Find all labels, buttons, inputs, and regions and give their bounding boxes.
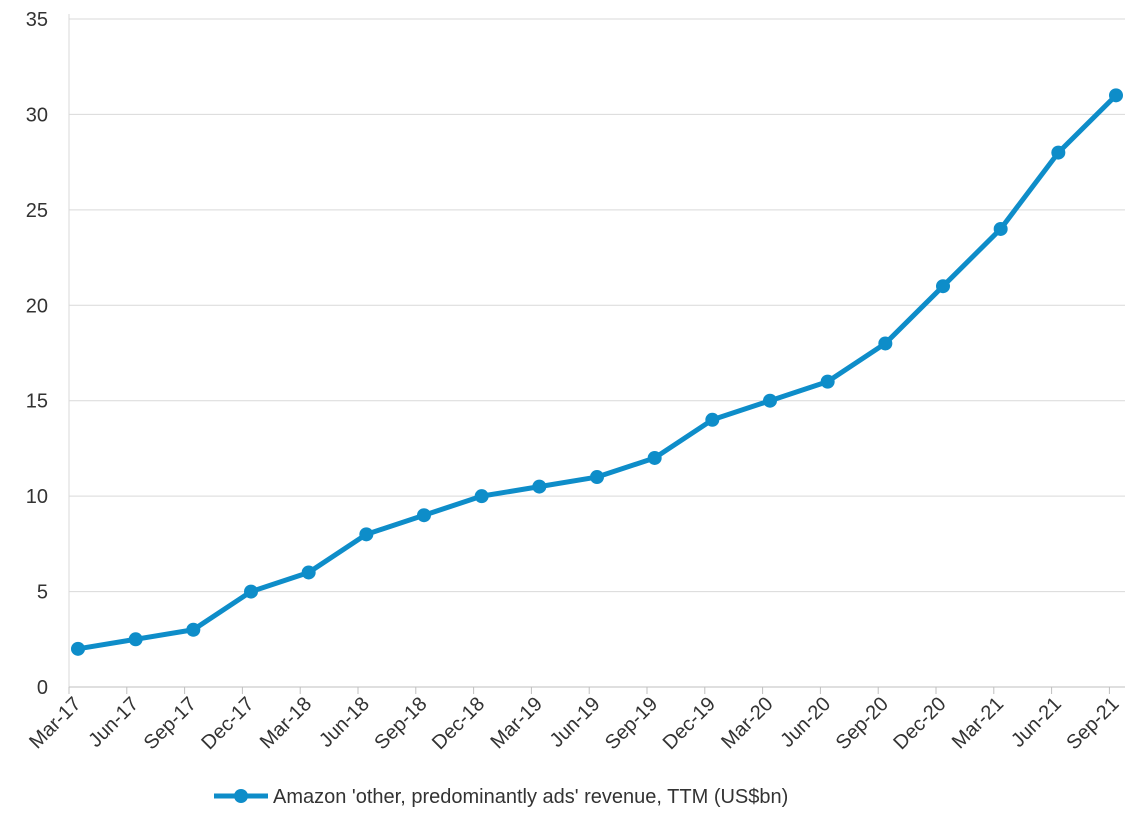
data-point (128, 632, 143, 647)
x-tick-label: Dec-17 (197, 693, 258, 754)
x-tick-label: Sep-18 (370, 693, 431, 754)
x-tick-label: Mar-19 (487, 693, 547, 753)
x-tick-label: Mar-18 (256, 693, 316, 753)
x-tick-label: Mar-17 (25, 693, 85, 753)
data-point (763, 393, 777, 408)
data-point (936, 279, 950, 294)
series-layer (71, 88, 1123, 656)
data-point (705, 412, 720, 427)
y-tick-label: 15 (26, 391, 48, 413)
y-axis-tick-labels: 0 5 10 15 20 25 30 35 (26, 9, 48, 699)
y-tick-label: 5 (37, 582, 48, 604)
data-point (1109, 88, 1123, 103)
x-tick-label: Jun-19 (546, 693, 605, 752)
x-tick-label: Jun-20 (776, 693, 835, 752)
x-tick-label: Dec-19 (659, 693, 720, 754)
x-axis-tick-labels: Mar-17Jun-17Sep-17Dec-17Mar-18Jun-18Sep-… (25, 693, 1123, 754)
legend: Amazon 'other, predominantly ads' revenu… (214, 786, 788, 808)
data-point (878, 336, 893, 351)
data-point (186, 622, 201, 637)
gridlines (68, 14, 1125, 687)
data-point (417, 508, 431, 523)
legend-label: Amazon 'other, predominantly ads' revenu… (273, 786, 788, 808)
x-axis (68, 686, 1125, 694)
data-point (359, 527, 374, 542)
x-tick-label: Mar-21 (948, 693, 1008, 753)
x-tick-label: Jun-18 (315, 693, 374, 752)
data-point (1051, 145, 1066, 160)
y-tick-label: 35 (26, 9, 48, 31)
data-point (71, 641, 85, 656)
x-tick-label: Jun-17 (84, 693, 143, 752)
y-tick-label: 10 (26, 486, 48, 508)
data-point (993, 221, 1008, 236)
x-tick-label: Dec-18 (428, 693, 489, 754)
y-tick-label: 0 (37, 677, 48, 699)
x-tick-label: Dec-20 (889, 693, 950, 754)
x-tick-label: Sep-17 (140, 693, 201, 754)
data-point (820, 374, 835, 389)
data-point (590, 470, 604, 485)
x-tick-label: Jun-21 (1007, 693, 1066, 752)
y-tick-label: 20 (26, 295, 48, 317)
x-tick-label: Mar-20 (717, 693, 777, 753)
data-point (647, 450, 662, 465)
legend-marker-icon (234, 789, 248, 803)
y-tick-label: 30 (26, 104, 48, 126)
y-tick-label: 25 (26, 200, 48, 222)
data-point (474, 489, 489, 504)
series-line (77, 93, 1118, 652)
x-tick-label: Sep-19 (601, 693, 662, 754)
data-point (301, 565, 316, 580)
data-point (532, 479, 547, 494)
x-tick-label: Sep-20 (832, 693, 893, 754)
x-tick-label: Sep-21 (1062, 693, 1123, 754)
data-point (244, 584, 258, 599)
